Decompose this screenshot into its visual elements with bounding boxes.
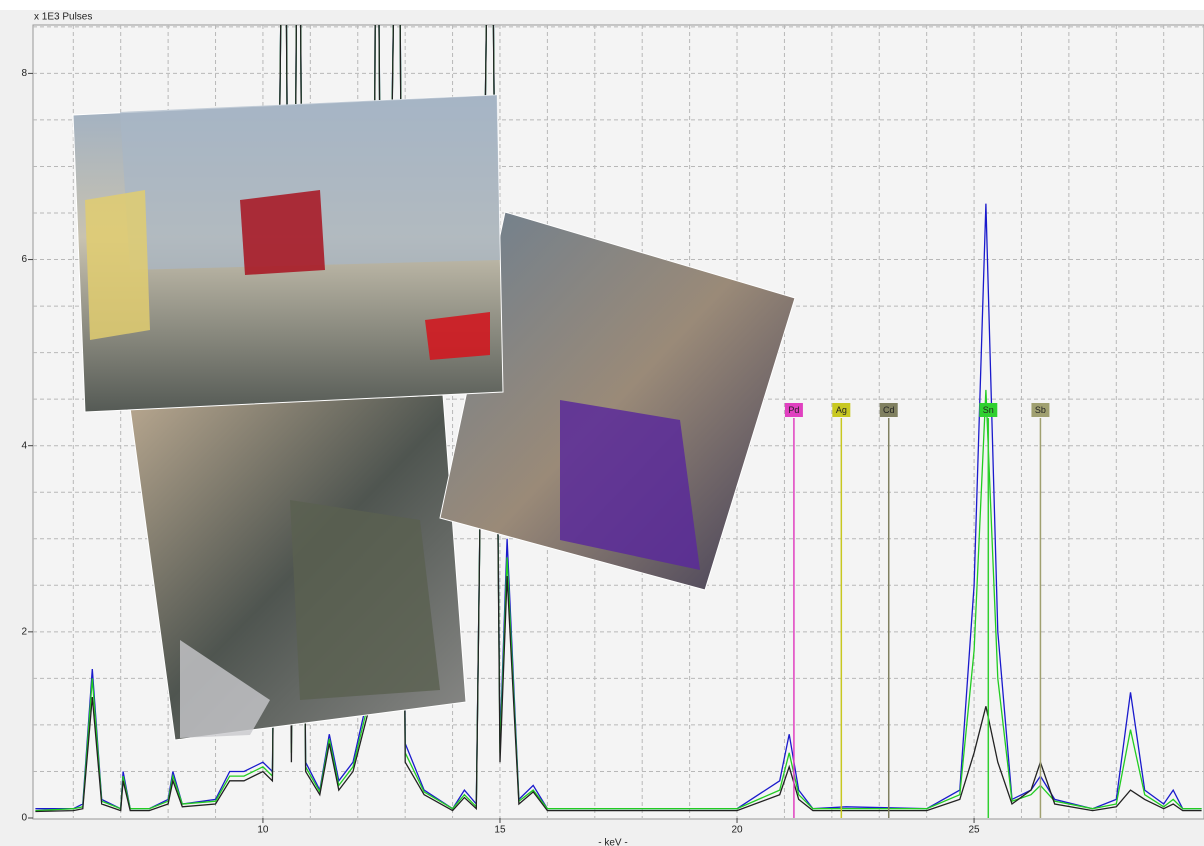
element-label: Pd	[788, 405, 799, 415]
element-label: Sn	[983, 405, 994, 415]
photo-detail	[240, 190, 325, 275]
y-tick-label: 0	[21, 813, 27, 824]
y-tick-label: 8	[21, 68, 27, 79]
x-axis-label: - keV -	[598, 838, 627, 846]
page: {"chart_data": {"type": "line", "y_label…	[0, 0, 1204, 846]
top-bar	[0, 0, 1204, 10]
photo-detail	[85, 190, 150, 340]
x-tick-label: 25	[969, 825, 981, 836]
x-tick-label: 20	[731, 825, 743, 836]
x-tick-label: 10	[257, 825, 269, 836]
element-label: Ag	[836, 405, 847, 415]
chart: 10 15 20 25 0 2 4 6 8 x 1E3 Pulses - keV - Pd Ag C…	[0, 0, 1204, 846]
y-tick-label: 2	[21, 626, 27, 637]
photo-detail	[425, 312, 490, 360]
photo-detail	[290, 500, 440, 700]
element-label: Sb	[1035, 405, 1046, 415]
x-tick-label: 15	[494, 825, 506, 836]
y-tick-label: 6	[21, 254, 27, 265]
photo-detail	[560, 400, 700, 570]
element-label: Cd	[883, 405, 895, 415]
y-axis-label: x 1E3 Pulses	[34, 12, 92, 23]
y-tick-label: 4	[21, 440, 27, 451]
